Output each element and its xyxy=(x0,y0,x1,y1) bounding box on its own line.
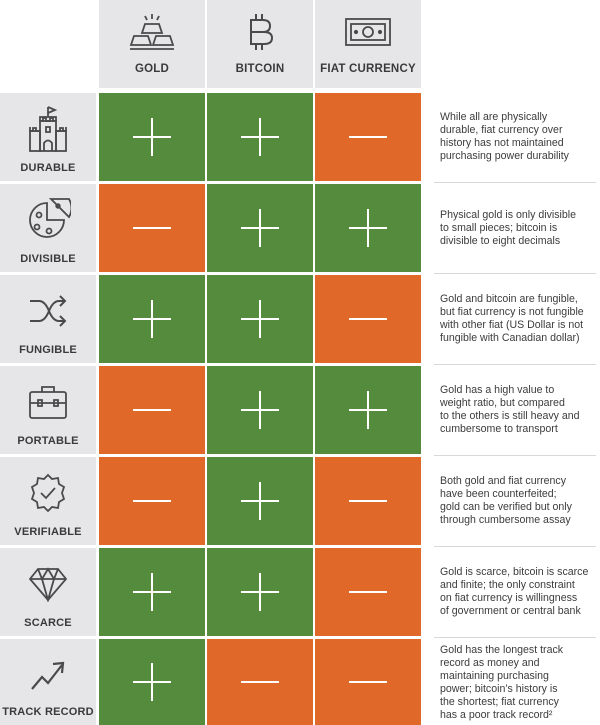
minus-icon xyxy=(133,482,171,520)
plus-icon xyxy=(241,300,279,338)
column-label-fiat: FIAT CURRENCY xyxy=(320,63,416,75)
row-label-divisible: DIVISIBLE xyxy=(20,253,76,265)
column-header-gold: GOLD xyxy=(99,0,205,88)
description-portable: Gold has a high value to weight ratio, b… xyxy=(440,384,580,435)
diamond-icon xyxy=(0,558,96,610)
description-track-record: Gold has the longest track record as mon… xyxy=(440,644,564,721)
row-label-scarce: SCARCE xyxy=(24,617,72,629)
description-divisible: Physical gold is only divisible to small… xyxy=(440,208,577,247)
cell-scarce-fiat xyxy=(315,548,421,636)
pie-slice-icon xyxy=(0,194,96,246)
row-header-durable: DURABLE xyxy=(0,93,96,181)
shuffle-icon xyxy=(0,285,96,337)
plus-icon xyxy=(241,209,279,247)
divider xyxy=(434,546,596,547)
plus-icon xyxy=(133,573,171,611)
row-label-track-record: TRACK RECORD xyxy=(2,706,94,718)
plus-icon xyxy=(349,209,387,247)
plus-icon xyxy=(241,482,279,520)
minus-icon xyxy=(133,209,171,247)
cell-verifiable-fiat xyxy=(315,457,421,545)
plus-icon xyxy=(133,663,171,701)
verified-badge-icon xyxy=(0,467,96,519)
cell-track-record-gold xyxy=(99,639,205,725)
cell-durable-bitcoin xyxy=(207,93,313,181)
cell-track-record-fiat xyxy=(315,639,421,725)
cell-verifiable-bitcoin xyxy=(207,457,313,545)
banknote-icon xyxy=(315,10,421,54)
row-header-divisible: DIVISIBLE xyxy=(0,184,96,272)
cell-scarce-gold xyxy=(99,548,205,636)
divider xyxy=(434,273,596,274)
trending-up-icon xyxy=(0,649,96,701)
divider xyxy=(434,364,596,365)
minus-icon xyxy=(133,391,171,429)
cell-fungible-fiat xyxy=(315,275,421,363)
divider xyxy=(434,455,596,456)
bitcoin-icon xyxy=(207,10,313,54)
minus-icon xyxy=(241,663,279,701)
column-label-gold: GOLD xyxy=(134,63,170,75)
column-header-fiat: FIAT CURRENCY xyxy=(315,0,421,88)
row-header-verifiable: VERIFIABLE xyxy=(0,457,96,545)
cell-fungible-bitcoin xyxy=(207,275,313,363)
cell-portable-gold xyxy=(99,366,205,454)
plus-icon xyxy=(133,118,171,156)
cell-portable-fiat xyxy=(315,366,421,454)
description-scarce: Gold is scarce, bitcoin is scarce and fi… xyxy=(440,566,589,617)
cell-scarce-bitcoin xyxy=(207,548,313,636)
minus-icon xyxy=(349,573,387,611)
description-verifiable: Both gold and fiat currency have been co… xyxy=(440,475,572,526)
cell-fungible-gold xyxy=(99,275,205,363)
cell-portable-bitcoin xyxy=(207,366,313,454)
cell-durable-fiat xyxy=(315,93,421,181)
minus-icon xyxy=(349,300,387,338)
row-label-durable: DURABLE xyxy=(20,162,76,174)
plus-icon xyxy=(241,573,279,611)
minus-icon xyxy=(349,118,387,156)
plus-icon xyxy=(241,118,279,156)
row-header-scarce: SCARCE xyxy=(0,548,96,636)
cell-track-record-bitcoin xyxy=(207,639,313,725)
row-label-portable: PORTABLE xyxy=(17,435,79,447)
castle-icon xyxy=(0,103,96,155)
minus-icon xyxy=(349,663,387,701)
column-label-bitcoin: BITCOIN xyxy=(235,63,285,75)
cell-verifiable-gold xyxy=(99,457,205,545)
minus-icon xyxy=(349,482,387,520)
row-label-verifiable: VERIFIABLE xyxy=(14,526,82,538)
row-header-track-record: TRACK RECORD xyxy=(0,639,96,725)
cell-divisible-bitcoin xyxy=(207,184,313,272)
cell-divisible-gold xyxy=(99,184,205,272)
cell-divisible-fiat xyxy=(315,184,421,272)
column-header-bitcoin: BITCOIN xyxy=(207,0,313,88)
plus-icon xyxy=(349,391,387,429)
gold-bars-icon xyxy=(99,10,205,54)
cell-durable-gold xyxy=(99,93,205,181)
divider xyxy=(434,637,596,638)
row-header-fungible: FUNGIBLE xyxy=(0,275,96,363)
row-label-fungible: FUNGIBLE xyxy=(19,344,77,356)
divider xyxy=(434,182,596,183)
description-durable: While all are physically durable, fiat c… xyxy=(440,111,569,162)
description-fungible: Gold and bitcoin are fungible, but fiat … xyxy=(440,293,584,344)
row-header-portable: PORTABLE xyxy=(0,366,96,454)
plus-icon xyxy=(241,391,279,429)
plus-icon xyxy=(133,300,171,338)
briefcase-icon xyxy=(0,376,96,428)
